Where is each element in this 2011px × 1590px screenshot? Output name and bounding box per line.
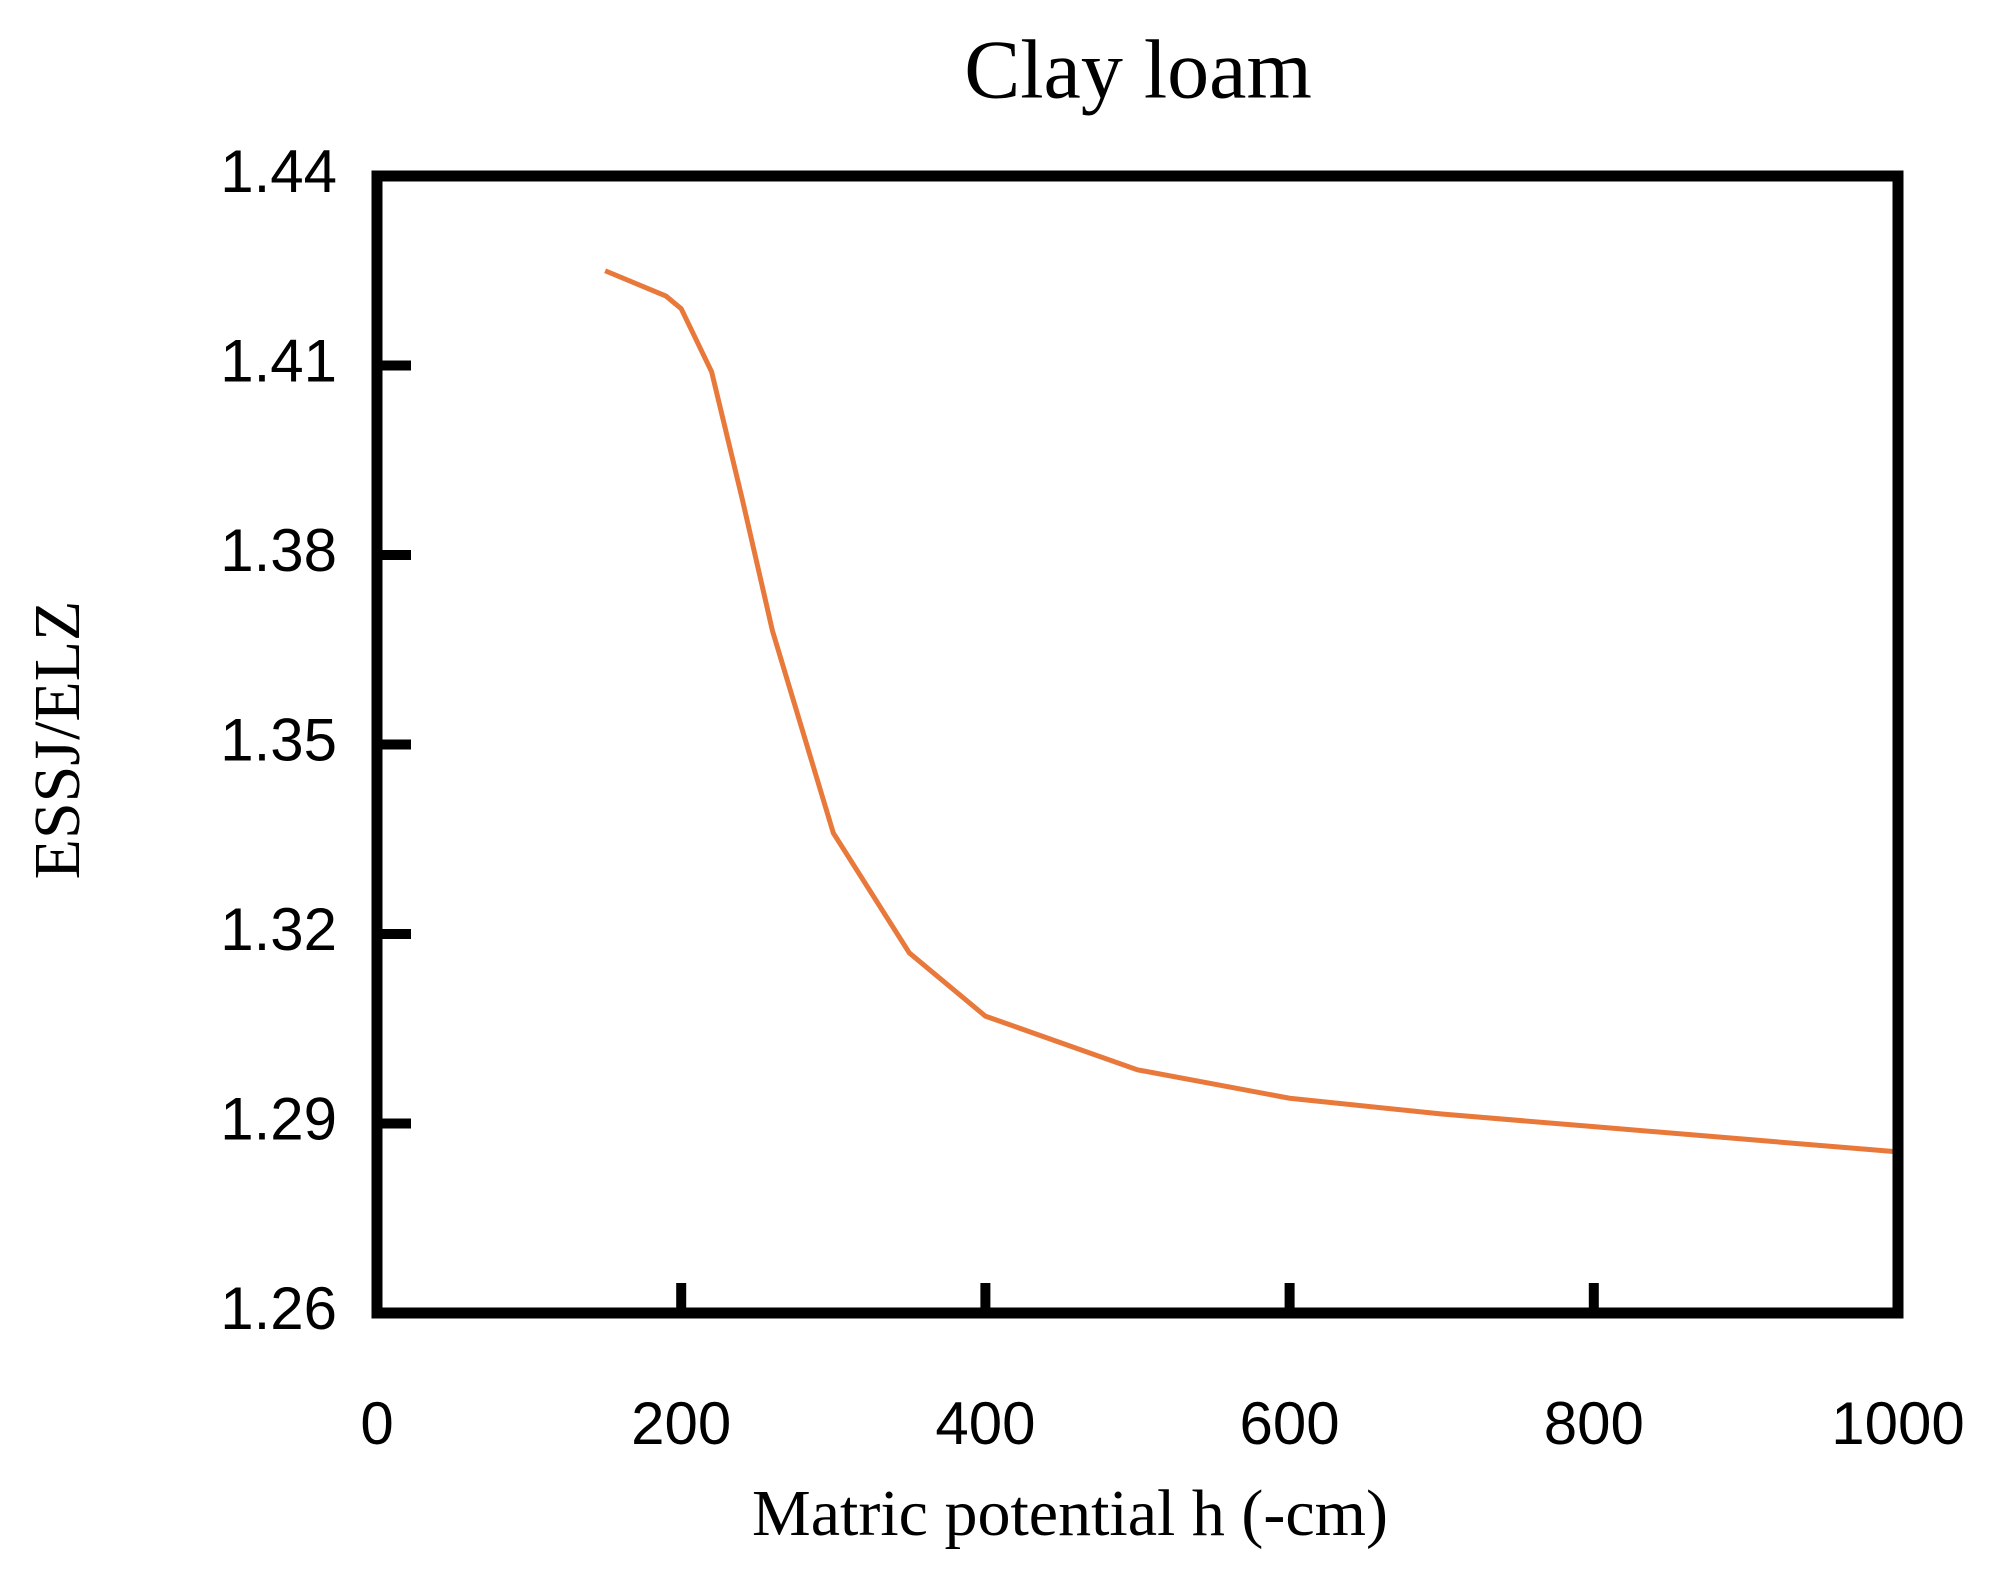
y-tick-label: 1.32 [220,896,337,963]
y-tick-label: 1.26 [220,1275,337,1342]
x-tick-label: 0 [360,1390,393,1457]
y-axis-label: ESSJ/ELZ [21,601,94,880]
plot-frame [371,170,1904,1319]
x-tick-label: 200 [631,1390,731,1457]
data-line [604,268,1899,1155]
x-tick-label: 600 [1240,1390,1340,1457]
x-tick-label: 1000 [1831,1390,1964,1457]
x-tick-label: 800 [1544,1390,1644,1457]
y-tick-label: 1.38 [220,517,337,584]
x-axis-label: Matric potential h (-cm) [752,1477,1388,1550]
y-tick-label: 1.29 [220,1085,337,1152]
y-tick-label: 1.41 [220,327,337,394]
x-tick-label: 400 [935,1390,1035,1457]
chart-title: Clay loam [964,23,1312,116]
y-tick-label: 1.44 [220,138,337,205]
y-tick-label: 1.35 [220,706,337,773]
